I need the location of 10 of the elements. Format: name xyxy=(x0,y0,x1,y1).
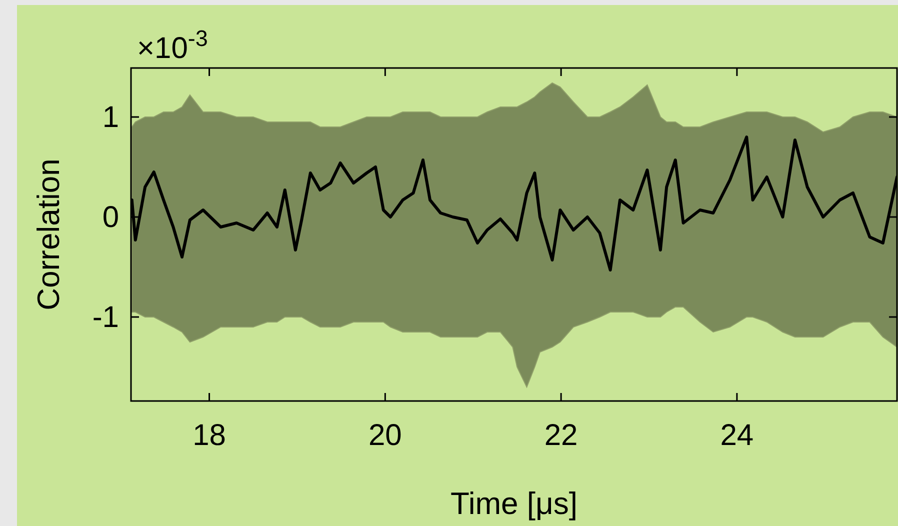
y-axis-title: Correlation xyxy=(31,158,66,310)
text: ×10$^{-3}$ xyxy=(137,26,208,65)
x-tick-label: 22 xyxy=(544,419,578,452)
x-tick-label: 24 xyxy=(720,419,754,452)
y-tick-label: 0 xyxy=(102,201,119,234)
x-tick-label: 18 xyxy=(192,419,226,452)
y-tick-label: 1 xyxy=(102,101,119,134)
y-tick-label: -1 xyxy=(92,301,119,334)
x-tick-label: 20 xyxy=(368,419,402,452)
x-axis-title: Time [μs] xyxy=(450,486,578,521)
